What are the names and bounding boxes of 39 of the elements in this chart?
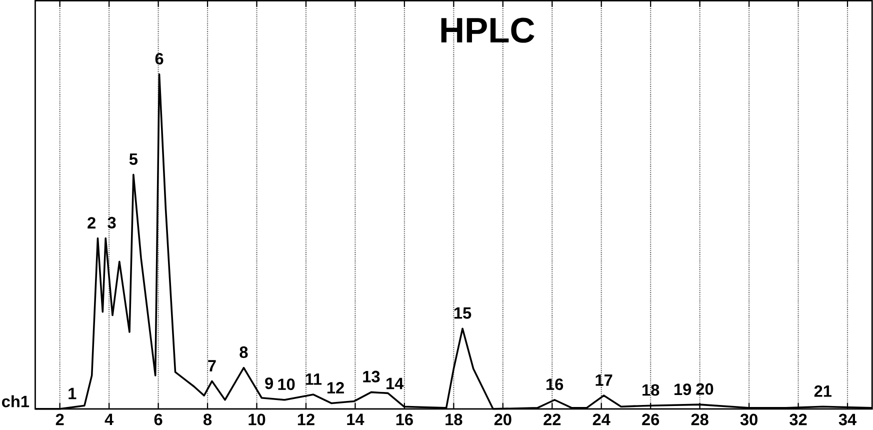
x-tick-label: 6 [154, 414, 162, 426]
x-tick-label: 12 [298, 414, 314, 426]
annotation: 17 [596, 374, 612, 386]
annotation: 11 [306, 374, 322, 385]
x-tick-label: 26 [642, 414, 660, 426]
x-tick-label: 30 [740, 414, 758, 426]
x-tick-label: 34 [838, 414, 856, 426]
x-tick-label: 10 [248, 414, 266, 426]
x-tick-label: 16 [396, 414, 413, 426]
annotation: 8 [240, 346, 248, 358]
annotation: 2 [88, 217, 96, 229]
x-tick-label: 20 [494, 414, 512, 426]
annotation: 19 [674, 384, 692, 396]
annotation: 7 [208, 360, 216, 372]
annotation: 9 [265, 378, 273, 390]
annotation: 18 [642, 384, 660, 396]
x-tick-label: 24 [592, 414, 610, 426]
annotation: 10 [278, 378, 295, 390]
annotation: 3 [108, 216, 116, 229]
annotation: 5 [129, 154, 138, 165]
annotation: 12 [327, 382, 344, 394]
text: ch1 [2, 395, 30, 408]
annotation: 1 [68, 388, 76, 400]
x-tick-label: 2 [56, 414, 64, 426]
annotation: 21 [814, 385, 832, 397]
x-tick-label: 32 [790, 414, 807, 426]
annotation: 15 [454, 308, 472, 319]
x-tick-label: 8 [204, 414, 212, 426]
x-tick-label: 28 [691, 414, 708, 426]
annotation: 14 [386, 378, 404, 390]
x-tick-label: 14 [347, 414, 364, 426]
x-tick-label: 4 [104, 414, 114, 426]
chart-title: HPLC [441, 18, 534, 43]
annotation: 16 [546, 378, 564, 390]
x-tick-label: 18 [446, 414, 462, 426]
annotation: 20 [696, 383, 714, 395]
x-tick-label: 22 [544, 414, 561, 426]
annotation: 13 [363, 370, 380, 382]
annotation: 6 [155, 53, 164, 65]
